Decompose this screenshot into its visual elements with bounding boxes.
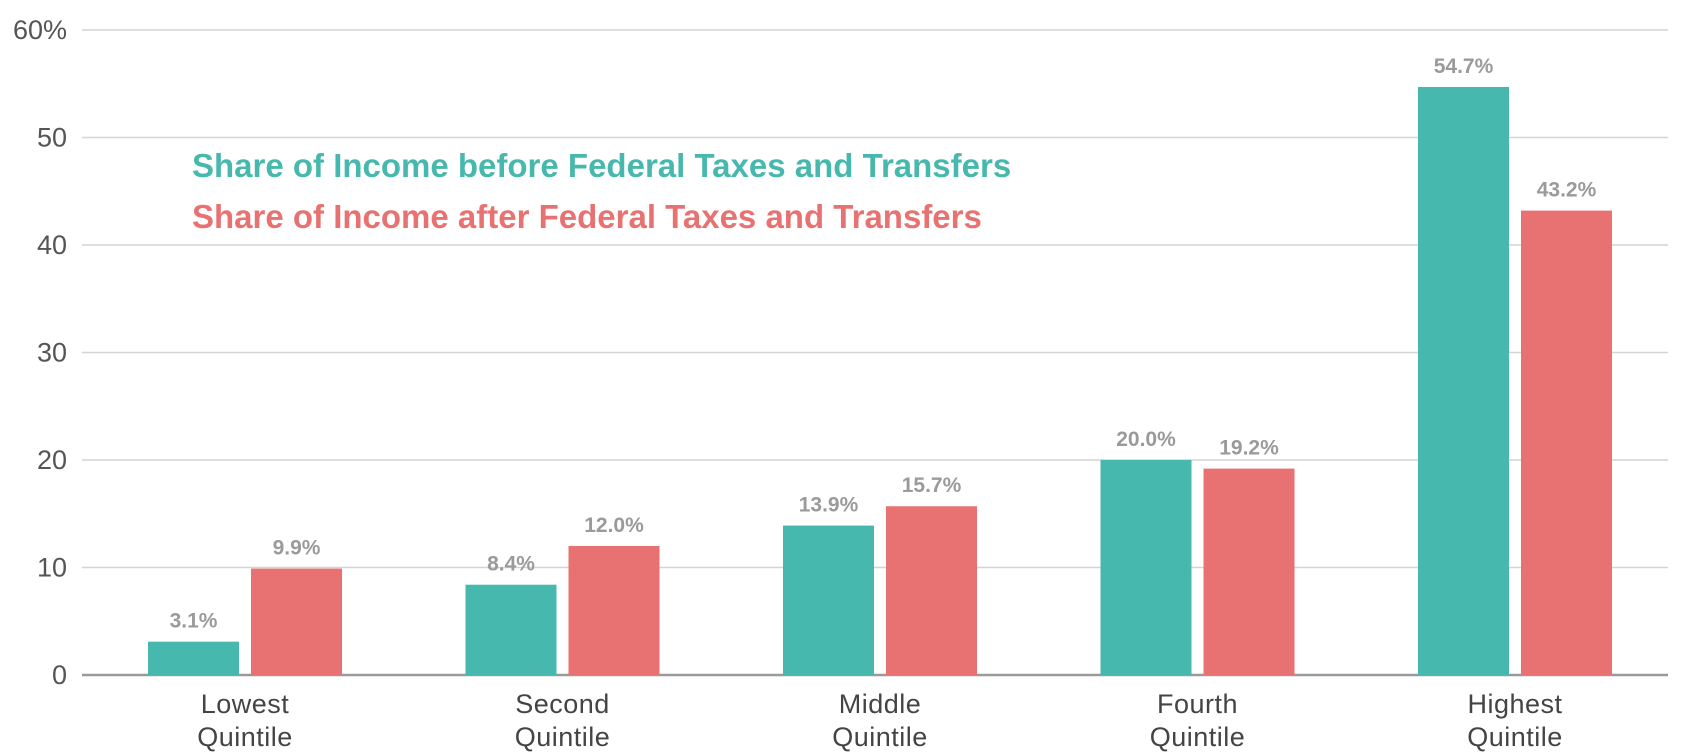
bar-value-label: 12.0% xyxy=(584,514,644,537)
x-category-label: Highest Quintile xyxy=(1467,689,1563,752)
bar-value-label: 15.7% xyxy=(902,474,962,497)
bar-value-label: 19.2% xyxy=(1219,437,1279,460)
bars xyxy=(148,86,1612,676)
bar-before-taxes xyxy=(783,525,874,675)
data-labels: 3.1% 8.4% 13.9% 20.0% 54.7% 9.9% 12.0% 15.7% 19.… xyxy=(170,55,1597,633)
bar-after-taxes xyxy=(886,506,977,675)
y-tick-label: 10 xyxy=(37,553,67,583)
bar-before-taxes xyxy=(1418,86,1509,676)
y-tick-label: 40 xyxy=(37,230,67,260)
bar-before-taxes xyxy=(1100,460,1192,675)
bar-value-label: 8.4% xyxy=(487,553,535,576)
bar-value-label: 13.9% xyxy=(799,494,859,517)
bar-value-label: 20.0% xyxy=(1116,428,1176,451)
bar-value-label: 3.1% xyxy=(170,610,218,633)
bar-after-taxes xyxy=(568,546,660,675)
legend: Share of Income before Federal Taxes and… xyxy=(192,147,1011,235)
y-tick-label: 30 xyxy=(37,338,67,368)
legend-item-after-taxes: Share of Income after Federal Taxes and … xyxy=(192,198,982,235)
y-axis-tick-labels: 0 10 20 30 40 50 60% xyxy=(13,15,67,690)
bar-value-label: 9.9% xyxy=(273,537,321,560)
bar-after-taxes xyxy=(1521,210,1612,675)
bar-before-taxes xyxy=(465,584,557,675)
x-category-label: Middle Quintile xyxy=(832,689,928,752)
bar-value-label: 54.7% xyxy=(1434,55,1494,78)
bar-after-taxes xyxy=(251,568,342,675)
x-category-label: Fourth Quintile xyxy=(1150,689,1246,752)
legend-item-before-taxes: Share of Income before Federal Taxes and… xyxy=(192,147,1011,184)
bar-value-label: 43.2% xyxy=(1537,179,1597,202)
y-tick-label: 50 xyxy=(37,123,67,153)
bar-after-taxes xyxy=(1203,468,1295,675)
y-tick-label: 20 xyxy=(37,445,67,475)
x-category-label: Second Quintile xyxy=(515,689,611,752)
y-tick-label: 0 xyxy=(52,660,67,690)
x-axis-category-labels: Lowest Quintile Second Quintile Middle Quinti… xyxy=(197,689,1563,752)
x-category-label: Lowest Quintile xyxy=(197,689,293,752)
y-tick-label: 60% xyxy=(13,15,67,45)
gridlines xyxy=(82,29,1668,677)
bar-before-taxes xyxy=(148,641,239,675)
